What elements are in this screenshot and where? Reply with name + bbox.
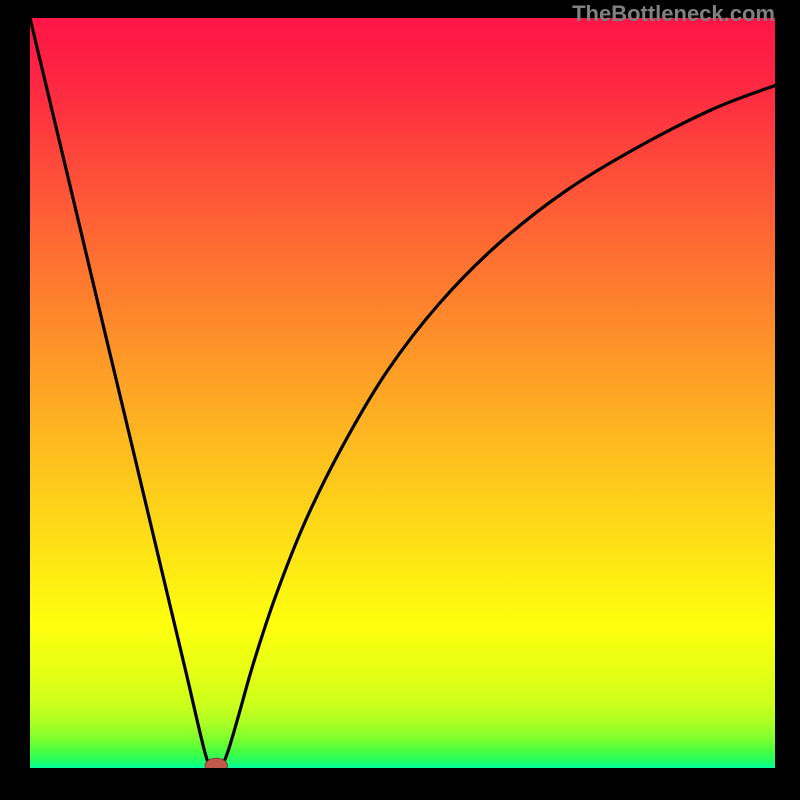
chart-container: TheBottleneck.com [0, 0, 800, 800]
plot-area [30, 18, 775, 768]
watermark-text: TheBottleneck.com [572, 1, 775, 27]
bottleneck-curve [30, 18, 775, 768]
curve-svg [30, 18, 775, 768]
